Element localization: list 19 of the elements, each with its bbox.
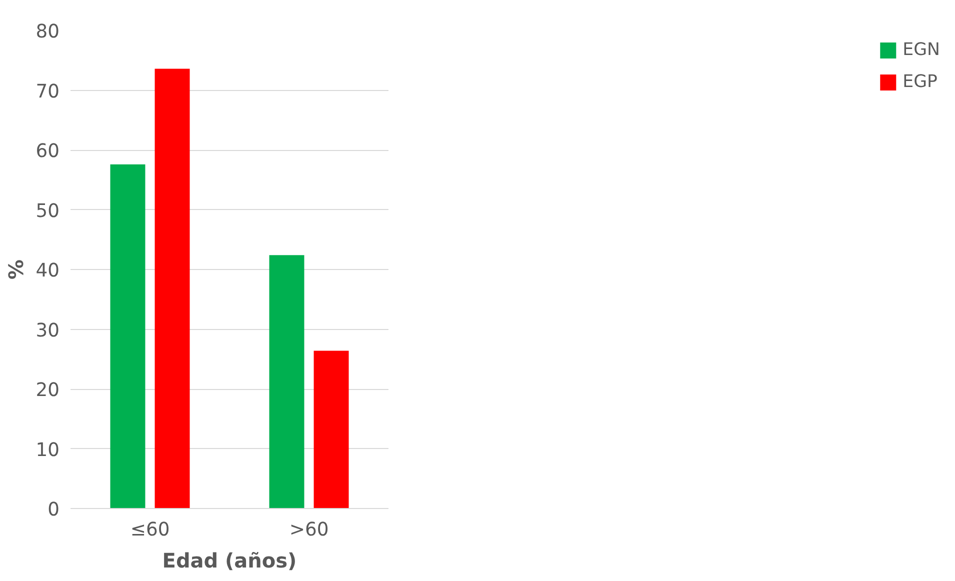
bar: [110, 164, 146, 508]
x-axis-title: Edad (años): [162, 548, 297, 572]
x-tick-label: >60: [289, 520, 329, 540]
legend-label: EGN: [902, 40, 940, 60]
y-tick-label: 0: [48, 500, 60, 520]
legend-label: EGP: [902, 72, 938, 92]
bar: [269, 255, 304, 508]
y-tick-label: 60: [36, 141, 60, 162]
bar: [314, 350, 349, 508]
y-tick-label: 40: [36, 260, 60, 282]
x-tick-label: ≤60: [130, 520, 170, 540]
y-tick-label: 70: [36, 81, 60, 102]
bar: [154, 68, 190, 508]
y-tick-label: 10: [36, 440, 60, 461]
y-axis-title: %: [4, 259, 28, 280]
y-tick-label: 80: [36, 22, 60, 42]
y-tick-label: 50: [36, 200, 60, 222]
y-tick-label: 20: [36, 380, 60, 401]
y-tick-label: 30: [36, 320, 60, 342]
